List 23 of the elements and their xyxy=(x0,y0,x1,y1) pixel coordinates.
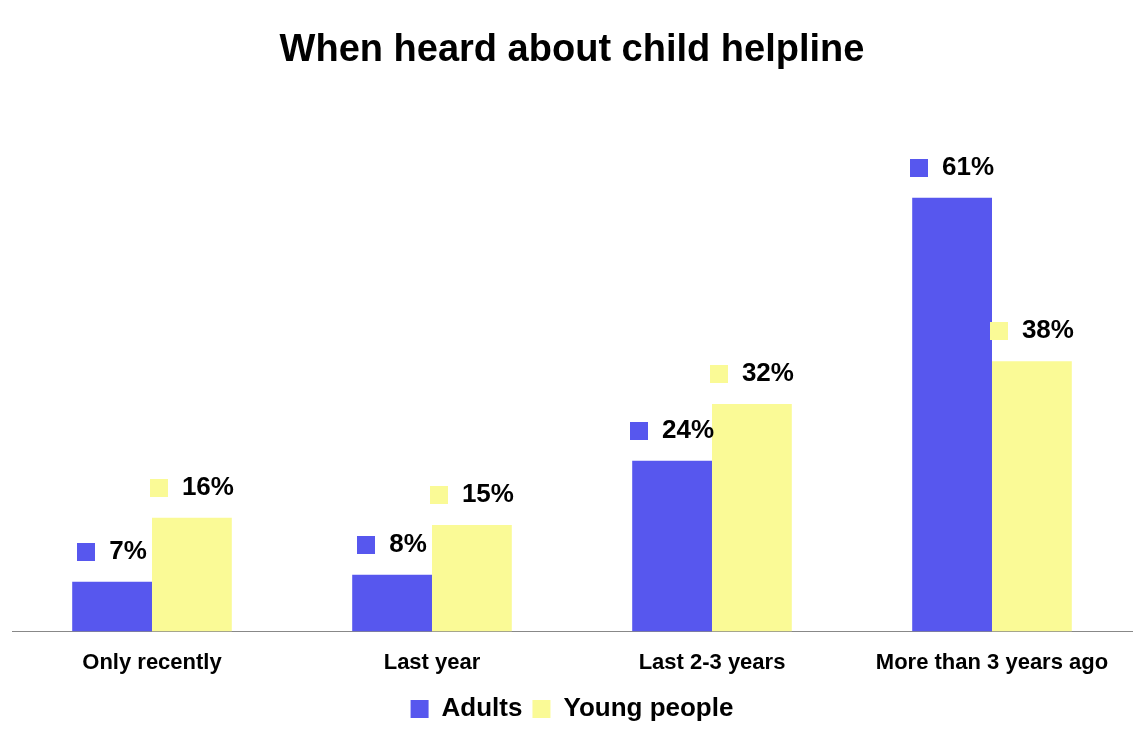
bar xyxy=(352,574,432,632)
bar xyxy=(152,517,232,632)
bar xyxy=(992,361,1072,632)
x-tick-label: Last 2-3 years xyxy=(638,648,786,674)
data-label: 7% xyxy=(109,534,147,565)
bar xyxy=(72,581,152,632)
bar xyxy=(632,460,712,632)
data-label: 61% xyxy=(942,150,995,181)
legend-label: Adults xyxy=(441,692,523,723)
x-tick-label: Last year xyxy=(383,648,481,674)
data-label: 15% xyxy=(461,478,514,509)
bar xyxy=(912,197,992,632)
x-tick-label: Only recently xyxy=(82,648,223,674)
chart-title: When heard about child helpline xyxy=(279,27,865,70)
data-label: 24% xyxy=(662,414,715,445)
bar xyxy=(712,403,792,632)
bar xyxy=(432,524,512,632)
x-tick-label: More than 3 years ago xyxy=(875,648,1109,674)
data-label: 38% xyxy=(1021,314,1074,345)
data-label: 32% xyxy=(741,357,794,388)
legend-label: Young people xyxy=(563,692,734,723)
data-label: 8% xyxy=(389,527,427,558)
data-label: 16% xyxy=(181,470,234,501)
